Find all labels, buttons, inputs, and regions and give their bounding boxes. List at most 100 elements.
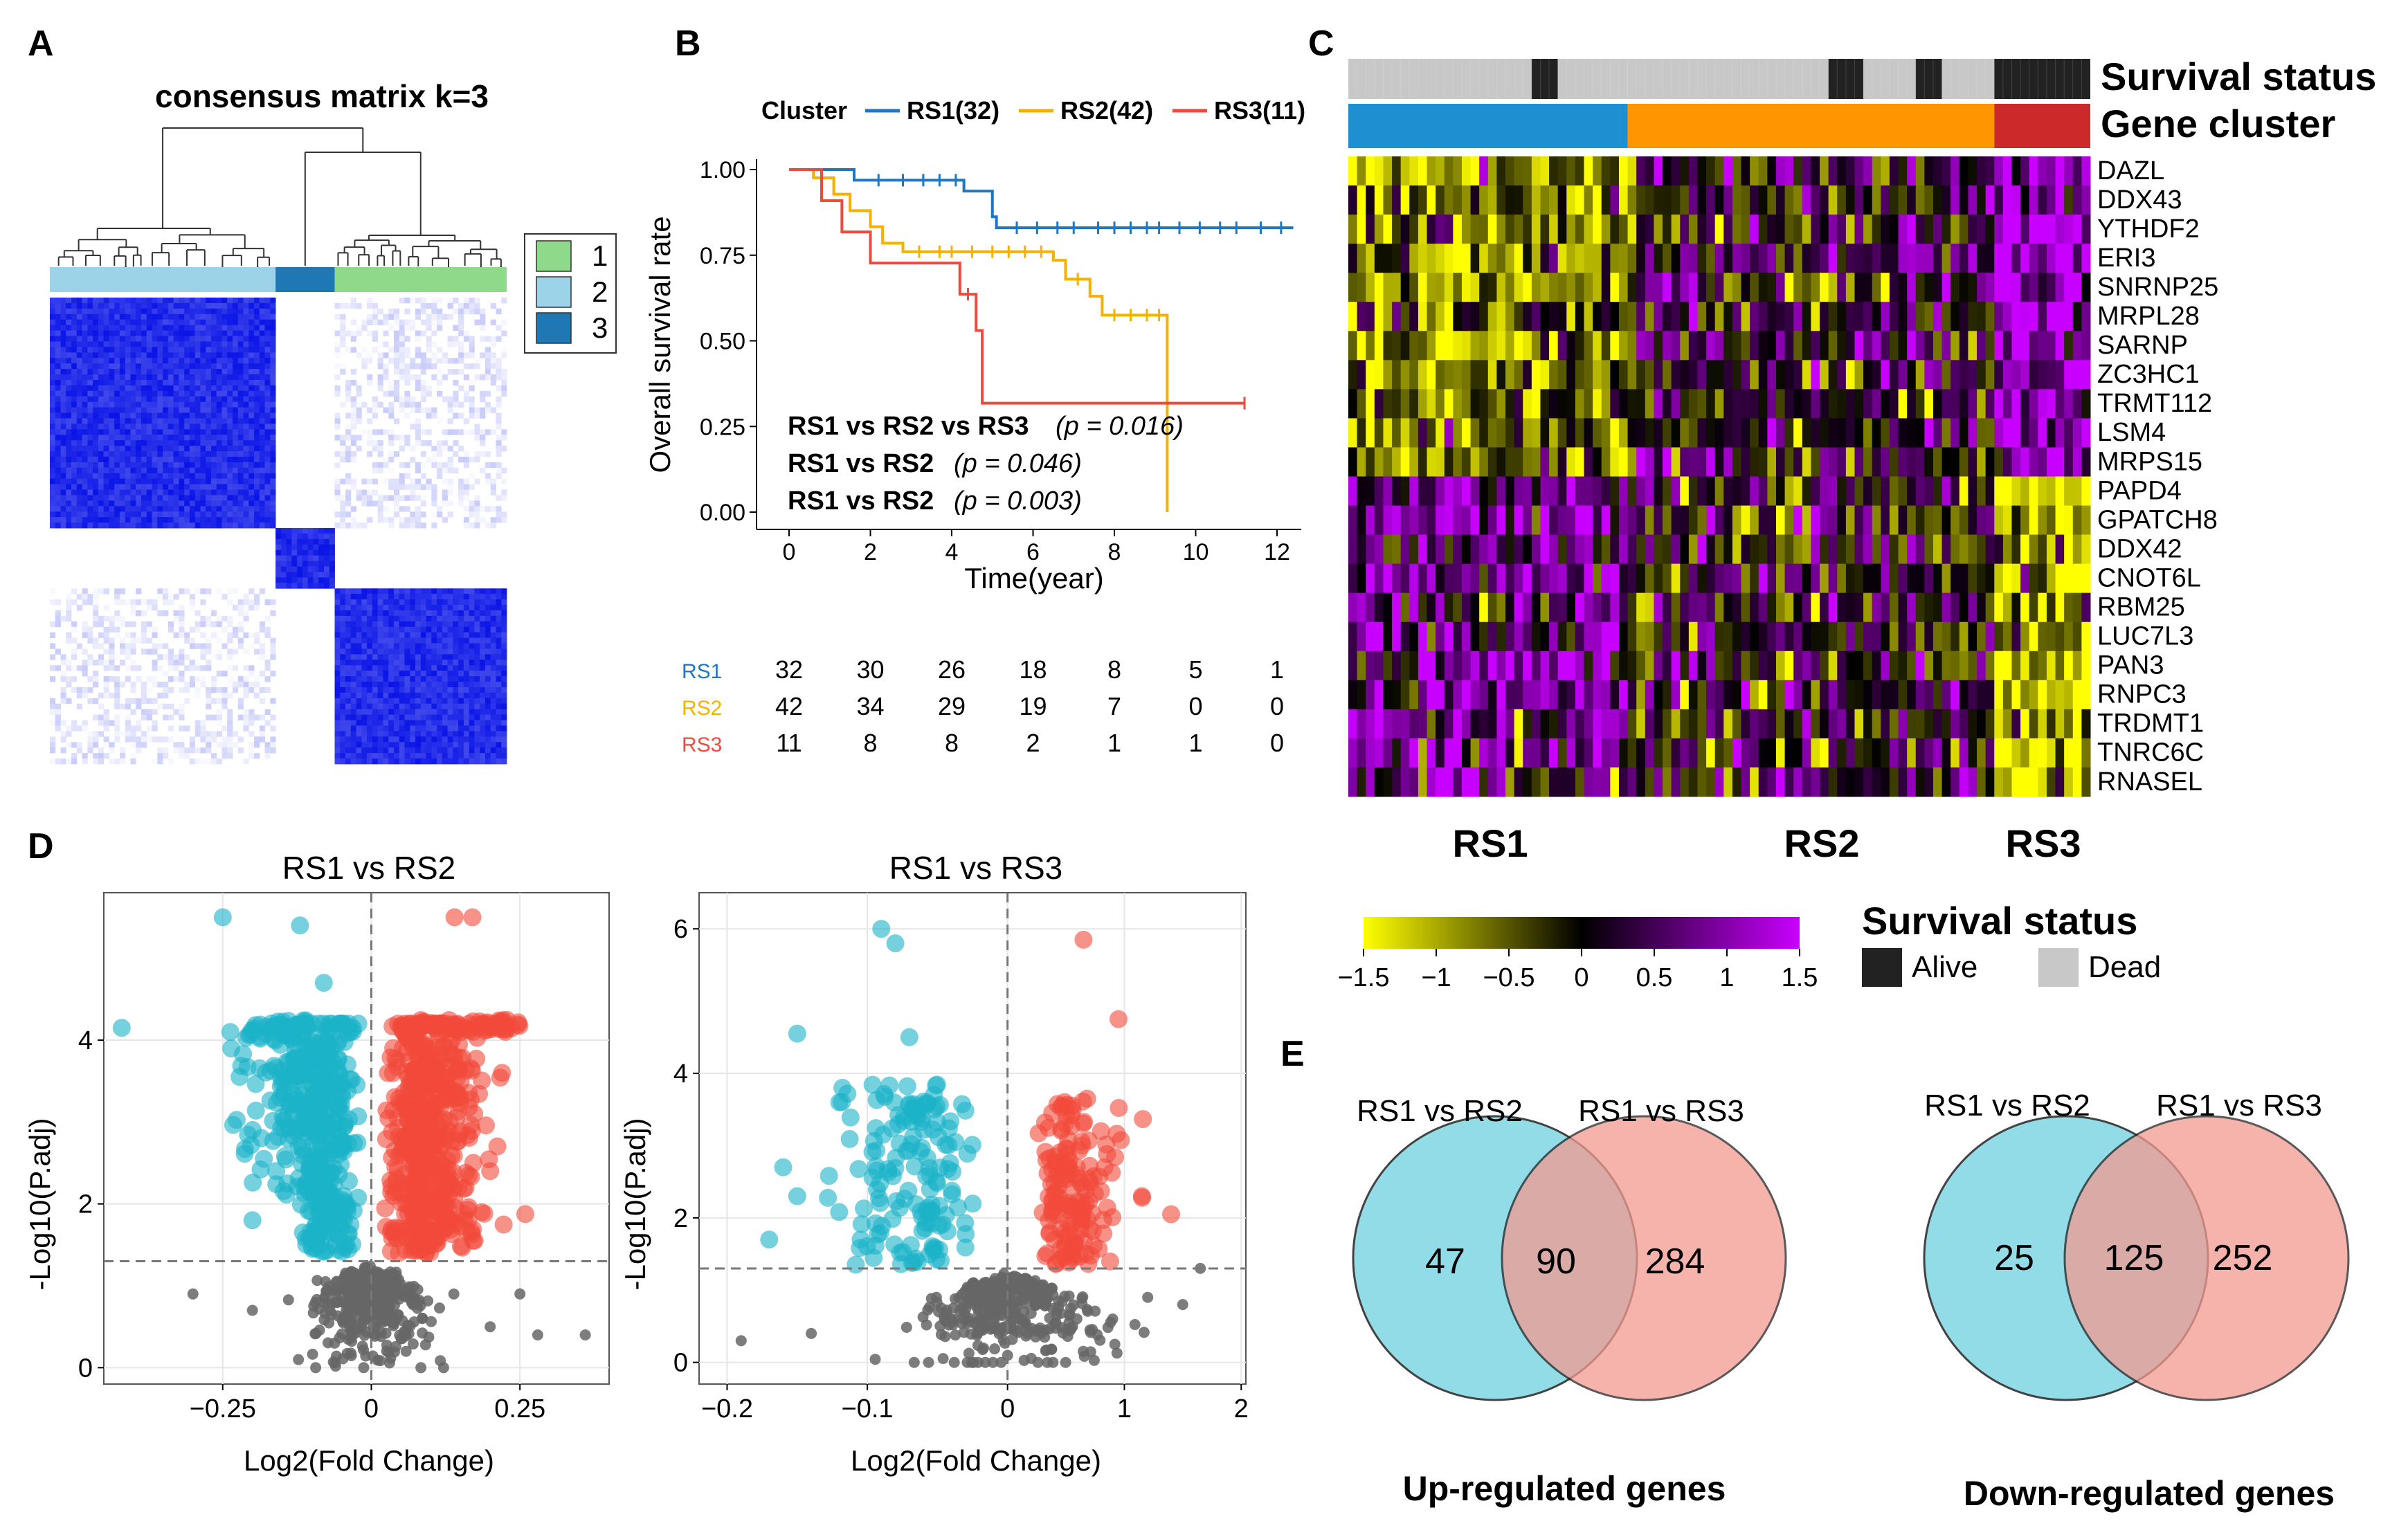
matrix-cell <box>168 352 174 358</box>
matrix-cell <box>98 352 105 358</box>
matrix-cell <box>125 522 131 529</box>
matrix-cell <box>98 753 105 759</box>
matrix-cell <box>420 588 426 594</box>
matrix-cell <box>458 736 464 743</box>
matrix-cell <box>98 347 105 353</box>
heatmap-cell <box>1881 156 1890 186</box>
heatmap-cell <box>1872 273 1881 302</box>
matrix-cell <box>469 615 475 622</box>
heatmap-cell <box>1924 215 1934 244</box>
matrix-cell <box>264 412 271 419</box>
matrix-cell <box>71 390 78 397</box>
matrix-cell <box>334 478 341 484</box>
matrix-cell <box>404 506 410 512</box>
matrix-cell <box>480 731 486 737</box>
matrix-cell <box>173 374 179 381</box>
matrix-cell <box>404 742 410 748</box>
matrix-cell <box>361 588 368 594</box>
matrix-cell <box>237 440 244 446</box>
matrix-cell <box>490 615 496 622</box>
matrix-cell <box>350 725 356 731</box>
matrix-cell <box>393 478 400 484</box>
matrix-cell <box>340 698 346 704</box>
matrix-cell <box>168 390 174 397</box>
matrix-cell <box>119 308 126 315</box>
heatmap-cell <box>1593 215 1602 244</box>
matrix-cell <box>141 424 147 430</box>
matrix-cell <box>248 330 255 336</box>
matrix-cell <box>248 424 255 430</box>
matrix-cell <box>200 352 206 358</box>
matrix-cell <box>173 506 179 512</box>
matrix-cell <box>206 358 212 364</box>
heatmap-cell <box>1828 273 1838 302</box>
matrix-cell <box>474 676 480 682</box>
matrix-cell <box>377 660 383 666</box>
matrix-cell <box>501 686 507 693</box>
matrix-cell <box>114 379 120 386</box>
heatmap-cell <box>1741 273 1750 302</box>
matrix-cell <box>146 302 152 309</box>
heatmap-cell <box>2046 156 2056 186</box>
matrix-cell <box>420 511 426 518</box>
matrix-cell <box>71 720 78 726</box>
matrix-cell <box>372 637 379 644</box>
matrix-cell <box>496 308 502 315</box>
matrix-cell <box>114 522 120 529</box>
matrix-cell <box>216 440 222 446</box>
matrix-cell <box>227 632 233 639</box>
matrix-cell <box>340 665 346 671</box>
matrix-cell <box>453 747 459 754</box>
matrix-cell <box>237 319 244 326</box>
matrix-cell <box>216 637 222 644</box>
matrix-cell <box>103 396 109 403</box>
matrix-cell <box>426 302 432 309</box>
matrix-cell <box>71 401 78 408</box>
matrix-cell <box>361 714 368 720</box>
matrix-cell <box>377 736 383 743</box>
matrix-cell <box>114 731 120 737</box>
heatmap-cell <box>1392 156 1402 186</box>
heatmap-cell <box>2002 244 2012 273</box>
matrix-cell <box>93 714 99 720</box>
matrix-cell <box>227 637 233 644</box>
matrix-cell <box>136 379 142 386</box>
matrix-cell <box>280 538 287 545</box>
matrix-cell <box>474 626 480 633</box>
heatmap-cell <box>1531 185 1541 215</box>
matrix-cell <box>194 758 201 765</box>
matrix-cell <box>136 363 142 370</box>
matrix-cell <box>458 682 464 688</box>
matrix-cell <box>377 720 383 726</box>
matrix-cell <box>66 522 72 529</box>
matrix-cell <box>334 615 341 622</box>
matrix-cell <box>216 506 222 512</box>
matrix-cell <box>141 500 147 507</box>
matrix-cell <box>136 517 142 523</box>
matrix-cell <box>254 396 260 403</box>
matrix-cell <box>233 473 239 480</box>
matrix-cell <box>179 424 185 430</box>
matrix-cell <box>393 665 400 671</box>
matrix-cell <box>399 517 405 523</box>
matrix-cell <box>210 467 217 474</box>
matrix-cell <box>388 615 395 622</box>
matrix-cell <box>168 363 174 370</box>
matrix-cell <box>399 725 405 731</box>
heatmap-cell <box>1593 244 1602 273</box>
matrix-cell <box>184 747 190 754</box>
heatmap-cell <box>1837 156 1847 186</box>
matrix-cell <box>50 643 56 649</box>
matrix-cell <box>372 330 379 336</box>
matrix-cell <box>501 429 507 435</box>
matrix-cell <box>206 298 212 304</box>
matrix-cell <box>66 336 72 342</box>
matrix-cell <box>103 632 109 639</box>
matrix-cell <box>496 336 502 342</box>
matrix-cell <box>388 621 395 628</box>
matrix-cell <box>404 686 410 693</box>
matrix-cell <box>388 758 395 765</box>
matrix-cell <box>130 451 136 457</box>
matrix-cell <box>136 313 142 320</box>
matrix-cell <box>372 709 379 716</box>
